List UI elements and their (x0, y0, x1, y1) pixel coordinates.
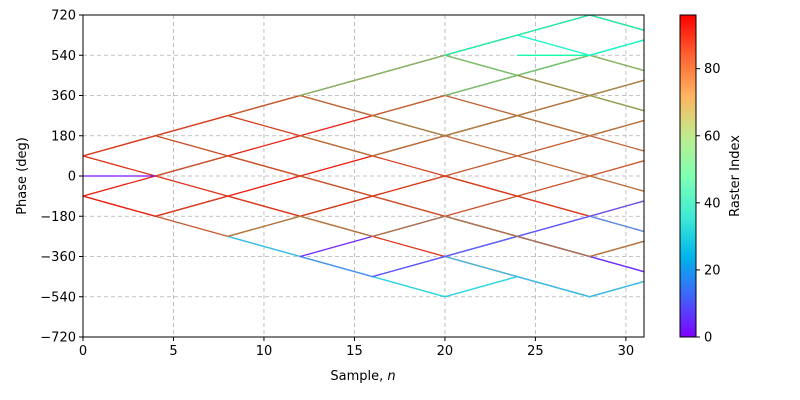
x-tick-label: 25 (527, 344, 544, 359)
x-tick-label: 15 (346, 344, 363, 359)
x-tick-label: 30 (618, 344, 635, 359)
colorbar-label: Raster Index (728, 135, 743, 217)
y-tick-label: 720 (51, 9, 76, 24)
phase-line (155, 175, 644, 217)
x-tick-label: 0 (79, 344, 87, 359)
x-tick-label: 5 (169, 344, 177, 359)
y-tick-label: −180 (40, 210, 76, 225)
colorbar-tick-label: 0 (704, 331, 712, 346)
colorbar-tick-label: 20 (704, 263, 721, 278)
colorbar-tick-label: 40 (704, 196, 721, 211)
y-tick-label: 180 (51, 129, 76, 144)
phase-line (444, 15, 644, 56)
y-tick-label: 360 (51, 89, 76, 104)
x-axis-label: Sample, n (330, 369, 395, 384)
colorbar-tick-label: 60 (704, 129, 721, 144)
x-tick-label: 20 (437, 344, 454, 359)
colorbar-gradient (679, 14, 697, 338)
phase-line (300, 54, 644, 97)
y-axis: −720 −540 −360 −180 0 180 360 540 720 (40, 9, 83, 346)
y-tick-label: 0 (68, 170, 76, 185)
y-tick-label: 540 (51, 49, 76, 64)
y-axis-label: Phase (deg) (15, 137, 30, 215)
phase-line (517, 34, 644, 56)
x-tick-label: 10 (256, 344, 273, 359)
phase-line (227, 215, 644, 258)
x-axis: 0 5 10 15 20 25 30 (79, 337, 634, 359)
phase-line (517, 74, 644, 97)
colorbar-tick-label: 80 (704, 62, 721, 77)
y-tick-label: −360 (40, 250, 76, 265)
phase-lines (83, 15, 644, 298)
colorbar: 0 20 40 60 80 Raster Index (679, 14, 743, 346)
y-tick-label: −720 (40, 331, 76, 346)
phase-line (300, 94, 644, 192)
y-tick-label: −540 (40, 290, 76, 305)
phase-line (155, 155, 644, 217)
